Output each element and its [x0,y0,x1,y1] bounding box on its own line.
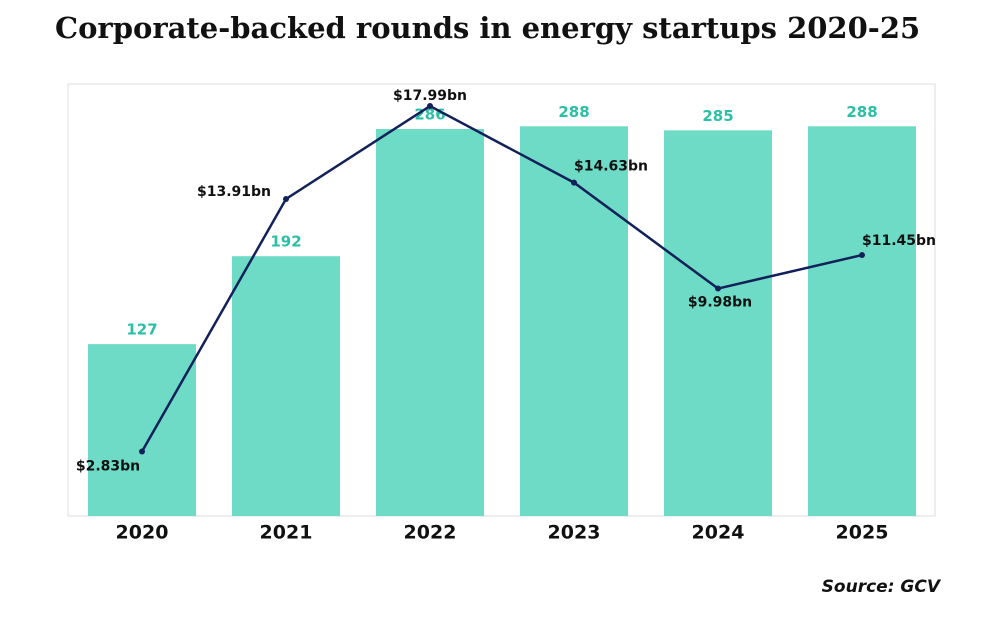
chart-title: Corporate-backed rounds in energy startu… [55,11,920,45]
plot-frame [67,83,936,517]
line-point [427,103,433,110]
line-value-label: $13.91bn [197,184,271,200]
bar [376,129,484,516]
bar-value-label: 285 [702,107,733,125]
line [140,104,863,453]
bar-value-label: 288 [558,103,589,121]
bar-value-label: 192 [270,233,301,251]
line-value-label: $17.99bn [393,88,467,104]
x-tick-label: 2024 [692,522,745,544]
x-tick-label: 2023 [548,522,601,544]
x-tick-label: 2022 [404,522,457,544]
bar [232,256,340,516]
line-value-label: $11.45bn [862,233,936,249]
bar [808,126,916,517]
line-point [571,179,577,186]
x-tick-label: 2021 [260,522,313,544]
x-tick-label: 2025 [836,522,889,544]
line-value-label: $9.98bn [688,295,752,311]
source: Source: GCV [822,577,942,597]
bar-value-label: 288 [846,103,877,121]
line-point [283,195,289,202]
x-tick-label: 2020 [116,522,169,544]
line-point [859,252,865,259]
line-point [715,285,721,292]
line-value-label: $2.83bn [76,459,140,475]
line-value-label: $14.63bn [574,159,648,175]
line-point [139,448,145,455]
bar [520,126,628,517]
bar [88,344,196,516]
bar-value-label: 127 [126,321,157,339]
bar [664,130,772,516]
